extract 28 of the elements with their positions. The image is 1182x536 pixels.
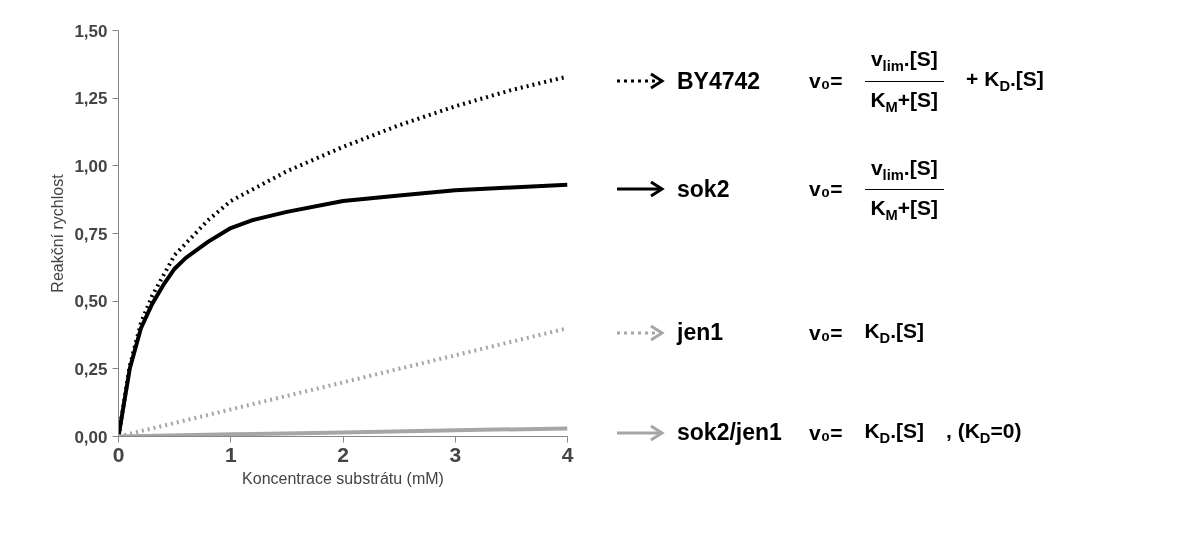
legend-label: BY4742 bbox=[677, 66, 762, 96]
x-tick-label: 3 bbox=[449, 442, 462, 466]
y-tick-label: 1,25 bbox=[74, 89, 108, 109]
y-tick-label: 0,50 bbox=[74, 292, 108, 312]
y-tick-label: 0,75 bbox=[74, 224, 108, 244]
x-axis-title: Koncentrace substrátu (mM) bbox=[242, 469, 444, 487]
y-tick-label: 0,00 bbox=[74, 427, 108, 447]
text: v₀= bbox=[809, 68, 843, 94]
y-axis-title: Reakční rychlost bbox=[49, 173, 67, 293]
text: v$_{lim}$.[S] K$_{M}$+[S] bbox=[869, 46, 940, 117]
legend-label: jen1 bbox=[677, 318, 725, 348]
y-tick-label: 1,50 bbox=[74, 21, 108, 41]
x-tick-label: 1 bbox=[224, 442, 237, 466]
text: v$_{lim}$.[S] K$_{M}$+[S] bbox=[869, 154, 940, 225]
x-tick-label: 0 bbox=[112, 442, 125, 466]
y-tick-label: 1,00 bbox=[74, 156, 108, 176]
legend-label: sok2 bbox=[677, 174, 731, 204]
text: , (K$_{D}$=0) bbox=[946, 418, 1022, 449]
y-tick-label: 0,25 bbox=[74, 359, 108, 379]
legend-label: sok2/jen1 bbox=[677, 418, 783, 448]
x-tick-label: 4 bbox=[561, 442, 574, 466]
text: v₀= bbox=[809, 419, 843, 446]
text: K$_{D}$.[S] bbox=[864, 318, 925, 349]
text: K$_{D}$.[S] bbox=[864, 418, 925, 449]
text: v₀= bbox=[809, 176, 843, 203]
text: + K$_{D}$.[S] bbox=[966, 66, 1044, 97]
x-tick-label: 2 bbox=[337, 442, 349, 466]
text: v₀= bbox=[809, 319, 843, 346]
